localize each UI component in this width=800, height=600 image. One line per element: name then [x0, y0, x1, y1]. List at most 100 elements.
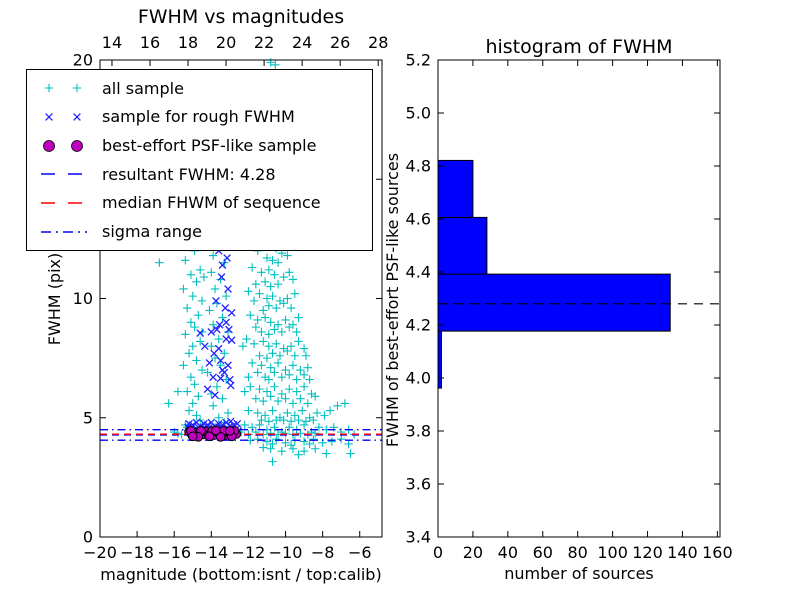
plus-marker [283, 251, 292, 260]
x-tick-label: 140 [667, 543, 698, 562]
legend-entry: median FHWM of sequence [35, 189, 372, 216]
plus-marker [277, 327, 287, 337]
x-tick-label: 20 [463, 543, 483, 562]
plus-marker [197, 296, 207, 306]
cross-marker [216, 356, 225, 365]
plus-marker [195, 415, 205, 425]
plus-marker [290, 351, 300, 360]
plus-marker [266, 363, 275, 372]
plus-marker [292, 327, 301, 337]
plus-marker [240, 420, 249, 430]
plus-marker [247, 263, 257, 272]
dashed-legend-marker [41, 173, 87, 176]
y-tick-label: 4.2 [406, 316, 431, 335]
plus-marker [309, 415, 318, 425]
plus-marker [164, 399, 173, 408]
plus-marker [255, 289, 264, 298]
plus-marker [314, 423, 324, 432]
plus-marker [279, 415, 288, 425]
legend-entry-label: resultant FWHM: 4.28 [102, 164, 276, 184]
cross-marker [216, 374, 225, 383]
plus-marker [305, 413, 314, 422]
plus-marker [208, 251, 218, 260]
plus-marker [266, 429, 275, 438]
plus-marker [344, 439, 353, 449]
x-tick-label: 160 [702, 543, 733, 562]
plus-marker [253, 368, 262, 377]
plus-marker [279, 344, 288, 353]
cross-legend-marker [45, 113, 81, 121]
plus-marker [309, 435, 318, 444]
legend-entry: best-effort PSF-like sample [35, 132, 372, 159]
plus-marker [260, 313, 270, 322]
y-tick-label: 3.8 [406, 422, 431, 441]
plus-marker [303, 363, 312, 372]
plus-marker [220, 349, 229, 358]
circle-marker [204, 431, 215, 442]
plus-marker [286, 440, 296, 450]
cross-marker [225, 325, 233, 334]
plus-marker [223, 408, 233, 418]
plus-marker [195, 265, 205, 275]
left-plot-title: FWHM vs magnitudes [137, 6, 345, 28]
circle-marker [43, 139, 55, 152]
plus-marker [275, 296, 285, 306]
psf-like-points [184, 425, 242, 442]
legend-box: all sample sample for rough FWHM best-effo… [26, 69, 373, 251]
y-tick-label: 4.6 [406, 210, 431, 229]
plus-marker [296, 394, 305, 403]
plus-marker [182, 303, 192, 313]
right-xaxis-label: number of sources [504, 564, 654, 583]
plus-marker [272, 415, 281, 425]
plus-marker [272, 339, 281, 349]
plus-marker [255, 351, 264, 360]
cross-marker [207, 328, 216, 336]
cross-marker [221, 304, 230, 312]
plus-marker [182, 387, 192, 396]
legend-entry: sigma range [35, 218, 372, 245]
plus-marker [173, 429, 183, 438]
plus-marker [270, 270, 279, 279]
plus-marker [205, 306, 214, 315]
plus-marker [288, 399, 298, 408]
y-tick-label: 4.0 [406, 369, 431, 388]
plus-marker [190, 380, 199, 389]
plus-marker [294, 415, 303, 425]
plus-marker [273, 396, 283, 406]
plus-marker [286, 342, 296, 351]
plus-marker [307, 389, 316, 399]
plus-marker [179, 361, 188, 370]
x-tick-label: −12 [232, 543, 266, 562]
y-tick-label: 5 [83, 408, 93, 427]
plus-marker [286, 417, 296, 426]
plus-marker [340, 399, 350, 408]
plus-marker [283, 294, 292, 303]
circle-marker [215, 432, 226, 442]
cross-marker [213, 325, 221, 334]
plus-marker [299, 370, 309, 380]
x-tick-label: 80 [568, 543, 588, 562]
plus-marker [179, 284, 188, 294]
plus-marker [292, 387, 301, 396]
plus-marker [283, 408, 292, 418]
cross-marker [224, 361, 232, 370]
dashdot-legend-marker [41, 230, 87, 233]
plus-marker [257, 268, 266, 277]
plus-marker [184, 406, 194, 415]
x-tick-label: −6 [348, 543, 372, 562]
legend-entry-label: median FHWM of sequence [102, 193, 321, 213]
plus-marker [277, 446, 287, 456]
plus-marker [288, 320, 298, 329]
plus-marker [207, 268, 216, 277]
plus-marker [288, 275, 298, 284]
cross-marker [233, 419, 242, 428]
magnitude-vs-fwhm-plot: −20−18−16−14−12−10−8−6051015201416182022… [73, 33, 389, 562]
cross-marker [217, 273, 226, 281]
plus-marker [273, 258, 283, 267]
plus-marker [268, 457, 277, 466]
plus-marker [244, 287, 253, 296]
plus-marker [221, 291, 231, 301]
plus-marker [155, 258, 164, 267]
plus-marker [259, 337, 268, 346]
